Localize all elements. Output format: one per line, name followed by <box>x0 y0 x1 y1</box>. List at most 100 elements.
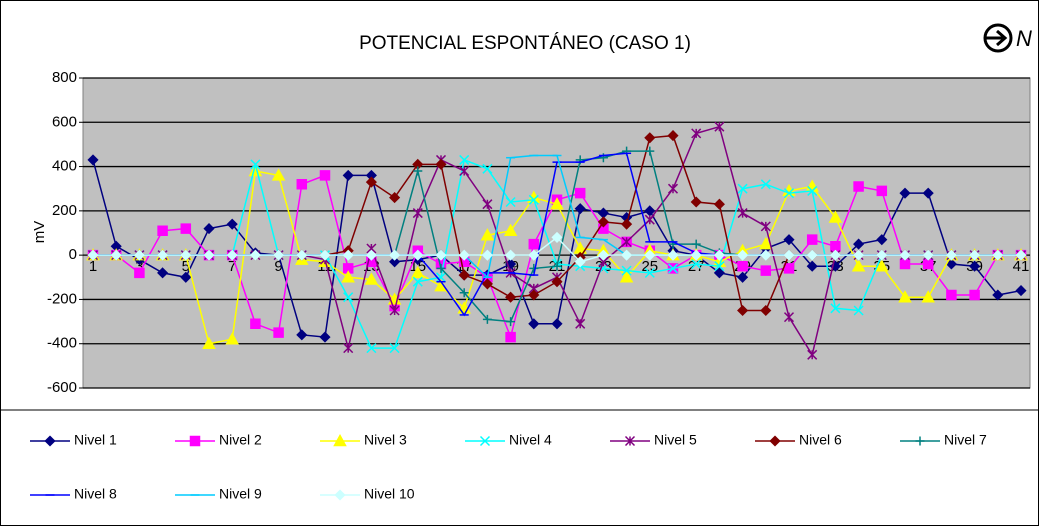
marker <box>853 238 865 250</box>
marker <box>737 260 748 272</box>
marker <box>435 158 447 170</box>
marker <box>134 267 145 279</box>
x-tick-label: 7 <box>228 258 236 275</box>
chart-title: POTENCIAL ESPONTÁNEO (CASO 1) <box>359 33 691 54</box>
marker <box>921 290 935 303</box>
marker <box>528 249 540 261</box>
marker <box>574 187 586 199</box>
north-arrow <box>986 29 1008 47</box>
marker <box>691 258 702 270</box>
marker <box>1015 249 1027 261</box>
marker <box>690 249 702 261</box>
marker <box>249 249 261 261</box>
marker <box>528 194 539 205</box>
marker <box>273 327 284 338</box>
marker <box>296 329 308 341</box>
marker <box>319 170 331 181</box>
marker <box>203 223 215 235</box>
marker <box>552 261 562 271</box>
marker <box>760 304 772 317</box>
x-tick-label: 5 <box>182 258 190 275</box>
marker <box>528 318 540 330</box>
marker <box>667 183 679 194</box>
marker <box>528 238 540 250</box>
x-tick-label: 27 <box>688 258 705 275</box>
marker <box>250 318 261 330</box>
marker <box>876 249 888 261</box>
marker <box>250 159 261 170</box>
marker <box>505 291 517 303</box>
marker <box>851 259 866 272</box>
marker <box>226 218 238 230</box>
marker <box>946 289 957 301</box>
marker <box>992 249 1004 261</box>
legend-label: Nivel 9 <box>219 486 262 502</box>
marker <box>899 249 911 261</box>
marker <box>853 249 865 261</box>
marker <box>667 130 679 142</box>
marker <box>459 165 470 177</box>
marker <box>760 265 772 276</box>
north-label: N <box>1016 26 1032 51</box>
marker <box>296 249 308 261</box>
marker <box>898 290 912 303</box>
marker <box>44 435 56 447</box>
marker <box>829 260 841 272</box>
marker <box>389 192 401 204</box>
marker <box>180 271 192 283</box>
marker <box>713 198 725 210</box>
legend-label: Nivel 5 <box>654 432 697 448</box>
marker <box>667 249 679 261</box>
marker <box>737 304 749 317</box>
marker <box>480 228 495 241</box>
marker <box>769 435 781 447</box>
x-tick-label: 1 <box>89 258 97 275</box>
marker <box>644 132 656 144</box>
marker <box>503 223 518 237</box>
marker <box>621 265 632 276</box>
marker <box>180 223 192 234</box>
marker <box>760 221 771 232</box>
marker <box>481 249 493 261</box>
marker <box>713 249 725 261</box>
marker <box>528 289 540 301</box>
marker <box>828 210 843 223</box>
legend-label: Nivel 2 <box>219 432 262 448</box>
marker <box>969 289 980 301</box>
marker <box>479 435 491 447</box>
marker <box>737 183 748 194</box>
marker <box>459 288 469 298</box>
marker <box>412 208 423 219</box>
y-tick-label: 200 <box>52 202 77 219</box>
marker <box>783 249 795 261</box>
marker <box>333 433 347 447</box>
marker <box>413 166 423 176</box>
marker <box>690 196 702 208</box>
marker <box>481 278 493 290</box>
marker <box>133 249 145 261</box>
marker <box>783 263 795 274</box>
marker <box>691 239 701 249</box>
marker <box>876 234 888 246</box>
marker <box>202 336 216 349</box>
legend-label: Nivel 8 <box>74 486 117 502</box>
marker <box>875 259 889 272</box>
marker <box>342 263 354 274</box>
marker <box>945 258 957 270</box>
legend-label: Nivel 4 <box>509 432 552 448</box>
marker <box>806 249 818 261</box>
marker <box>389 249 401 261</box>
y-axis-label: mV <box>31 221 48 244</box>
marker <box>853 305 864 316</box>
marker <box>899 258 911 270</box>
marker <box>157 267 169 279</box>
marker <box>87 154 99 166</box>
y-tick-label: 0 <box>69 246 77 263</box>
marker <box>343 343 354 354</box>
marker <box>180 249 192 261</box>
marker <box>922 187 934 199</box>
marker <box>435 272 447 283</box>
marker <box>157 249 169 261</box>
marker <box>364 272 379 285</box>
